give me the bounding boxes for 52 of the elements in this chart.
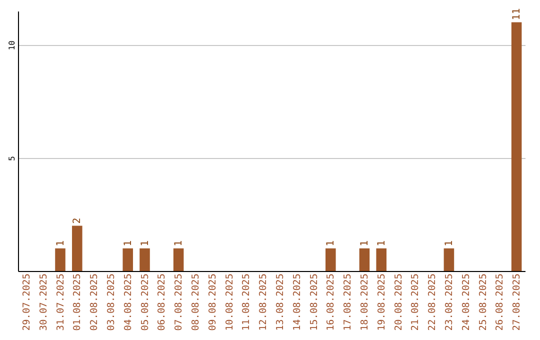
bar: [511, 22, 522, 271]
bar: [140, 248, 150, 271]
x-tick-label: 04.08.2025: [122, 274, 134, 331]
bar: [359, 248, 370, 271]
bar: [376, 248, 386, 271]
x-tick-label: 19.08.2025: [376, 274, 388, 331]
x-tick-label: 26.08.2025: [494, 274, 506, 331]
x-tick-label: 24.08.2025: [460, 274, 472, 331]
x-tick-label: 01.08.2025: [72, 274, 84, 331]
x-tick-label: 25.08.2025: [478, 274, 489, 331]
x-tick-label: 11.08.2025: [241, 274, 252, 331]
x-tick-label: 20.08.2025: [393, 274, 404, 331]
x-tick-label: 23.08.2025: [444, 274, 455, 331]
x-tick-label: 13.08.2025: [274, 274, 286, 331]
bar: [444, 248, 454, 271]
x-tick-label: 07.08.2025: [174, 274, 185, 331]
data-label: 1: [376, 240, 388, 246]
x-tick-label: 10.08.2025: [224, 274, 236, 331]
y-tick-label: 5: [8, 156, 16, 161]
bar: [326, 248, 336, 271]
x-tick-label: 15.08.2025: [308, 274, 320, 331]
x-tick-label: 08.08.2025: [190, 274, 202, 331]
data-label: 1: [444, 240, 455, 246]
x-tick-label: 02.08.2025: [89, 274, 100, 331]
data-label: 1: [359, 240, 370, 246]
bar: [173, 248, 184, 271]
data-label: 1: [140, 240, 151, 246]
y-tick-label: 10: [8, 40, 16, 50]
data-label: 1: [174, 240, 185, 246]
x-tick-label: 05.08.2025: [140, 274, 151, 331]
x-tick-label: 21.08.2025: [410, 274, 422, 331]
bar: [122, 248, 133, 271]
data-label: 2: [72, 218, 84, 224]
data-label: 1: [326, 240, 337, 246]
x-tick-label: 18.08.2025: [359, 274, 370, 331]
bar: [72, 226, 82, 271]
x-tick-label: 31.07.2025: [55, 274, 66, 331]
x-tick-label: 27.08.2025: [512, 274, 523, 331]
data-label: 1: [55, 240, 66, 246]
x-tick-label: 12.08.2025: [258, 274, 270, 331]
data-label: 1: [122, 240, 134, 246]
x-tick-label: 30.07.2025: [38, 274, 50, 331]
data-label: 11: [512, 8, 523, 20]
x-tick-label: 03.08.2025: [106, 274, 117, 331]
x-tick-label: 17.08.2025: [342, 274, 354, 331]
x-tick-label: 29.07.2025: [21, 274, 32, 331]
bar: [55, 248, 66, 271]
x-tick-label: 14.08.2025: [292, 274, 303, 331]
x-tick-label: 22.08.2025: [427, 274, 438, 331]
x-tick-label: 16.08.2025: [326, 274, 337, 331]
x-tick-label: 06.08.2025: [156, 274, 168, 331]
x-tick-label: 09.08.2025: [207, 274, 218, 331]
